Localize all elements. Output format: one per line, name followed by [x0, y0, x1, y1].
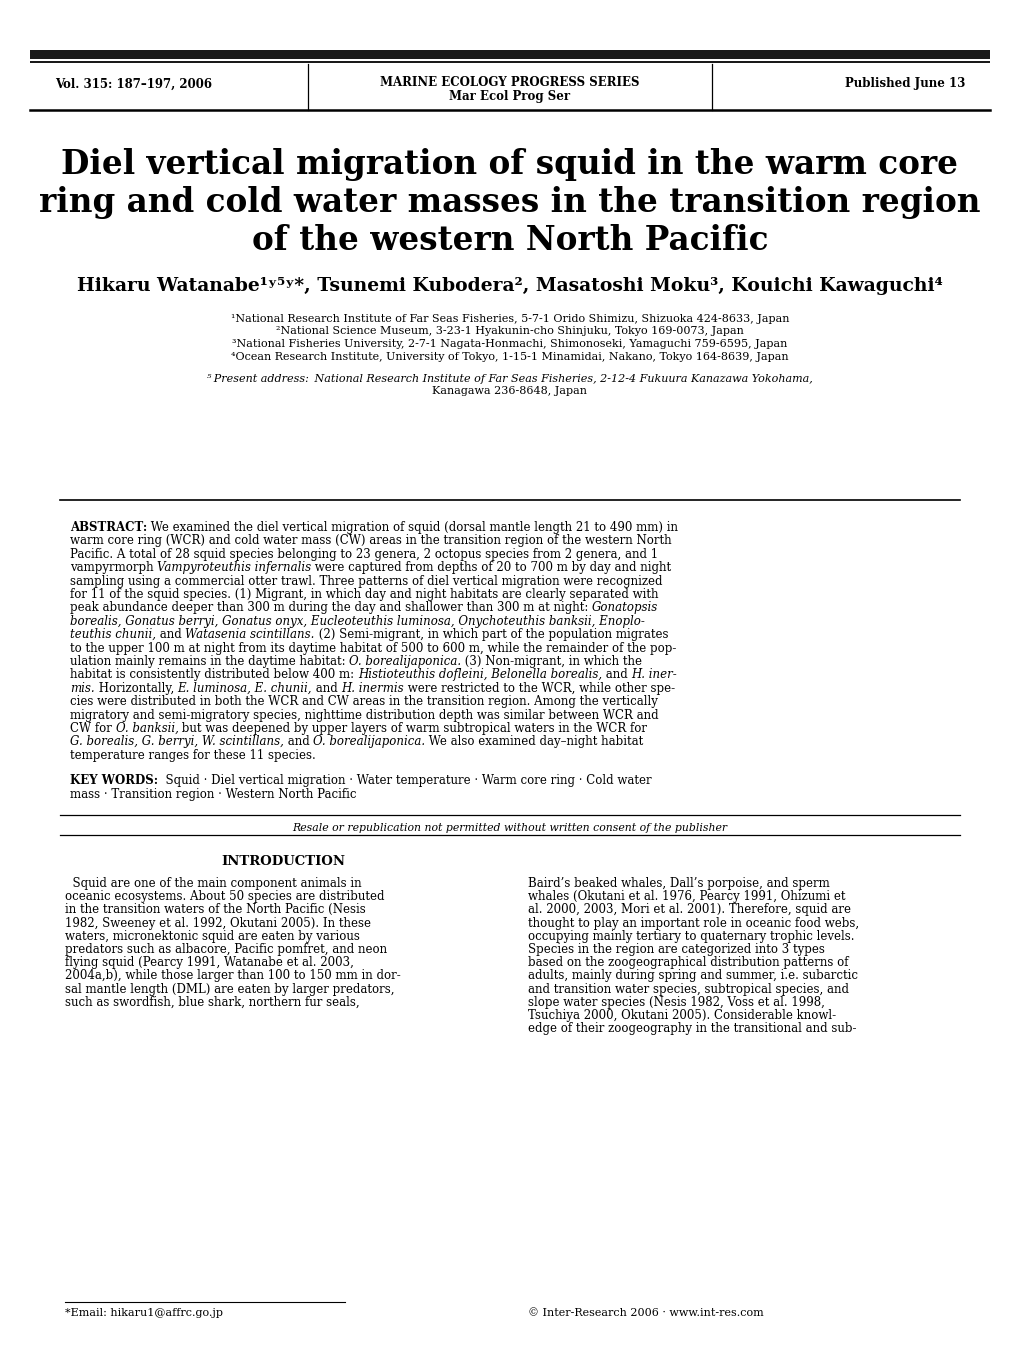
Bar: [30, 50, 989, 59]
Text: mis.: mis.: [70, 682, 95, 695]
Text: *Email: hikaru1@affrc.go.jp: *Email: hikaru1@affrc.go.jp: [65, 1307, 223, 1318]
Text: H. inermis: H. inermis: [341, 682, 404, 695]
Text: ABSTRACT:: ABSTRACT:: [70, 521, 147, 534]
Text: Histioteuthis dofleini, Belonella borealis,: Histioteuthis dofleini, Belonella boreal…: [358, 668, 601, 682]
Text: ring and cold water masses in the transition region: ring and cold water masses in the transi…: [39, 186, 980, 219]
Text: teuthis chunii,: teuthis chunii,: [70, 628, 156, 642]
Text: CW for: CW for: [70, 722, 115, 734]
Text: INTRODUCTION: INTRODUCTION: [221, 855, 345, 868]
Text: adults, mainly during spring and summer, i.e. subarctic: adults, mainly during spring and summer,…: [528, 970, 857, 982]
Text: to the upper 100 m at night from its daytime habitat of 500 to 600 m, while the : to the upper 100 m at night from its day…: [70, 642, 676, 655]
Text: mass · Transition region · Western North Pacific: mass · Transition region · Western North…: [70, 788, 357, 800]
Text: in the transition waters of the North Pacific (Nesis: in the transition waters of the North Pa…: [65, 904, 366, 916]
Text: We examined the diel vertical migration of squid (dorsal mantle length 21 to 490: We examined the diel vertical migration …: [147, 521, 678, 534]
Text: Diel vertical migration of squid in the warm core: Diel vertical migration of squid in the …: [61, 148, 958, 182]
Text: Hikaru Watanabe¹ʸ⁵ʸ*, Tsunemi Kubodera², Masatoshi Moku³, Kouichi Kawaguchi⁴: Hikaru Watanabe¹ʸ⁵ʸ*, Tsunemi Kubodera²,…: [77, 277, 942, 295]
Text: temperature ranges for these 11 species.: temperature ranges for these 11 species.: [70, 749, 316, 761]
Text: ¹National Research Institute of Far Seas Fisheries, 5-7-1 Orido Shimizu, Shizuok: ¹National Research Institute of Far Seas…: [230, 313, 789, 324]
Text: ulation mainly remains in the daytime habitat:: ulation mainly remains in the daytime ha…: [70, 655, 350, 668]
Text: sampling using a commercial otter trawl. Three patterns of diel vertical migrati: sampling using a commercial otter trawl.…: [70, 574, 662, 588]
Text: warm core ring (WCR) and cold water mass (CW) areas in the transition region of : warm core ring (WCR) and cold water mass…: [70, 534, 671, 547]
Text: We also examined day–night habitat: We also examined day–night habitat: [425, 736, 643, 748]
Text: and: and: [601, 668, 631, 682]
Text: Kanagawa 236-8648, Japan: Kanagawa 236-8648, Japan: [432, 386, 587, 397]
Text: O. borealijaponica.: O. borealijaponica.: [350, 655, 461, 668]
Text: sal mantle length (DML) are eaten by larger predators,: sal mantle length (DML) are eaten by lar…: [65, 983, 394, 995]
Text: Resale or republication not permitted without written consent of the publisher: Resale or republication not permitted wi…: [292, 823, 727, 833]
Text: Vol. 315: 187–197, 2006: Vol. 315: 187–197, 2006: [55, 78, 212, 90]
Text: ²National Science Museum, 3-23-1 Hyakunin-cho Shinjuku, Tokyo 169-0073, Japan: ²National Science Museum, 3-23-1 Hyakuni…: [276, 327, 743, 336]
Text: 2004a,b), while those larger than 100 to 150 mm in dor-: 2004a,b), while those larger than 100 to…: [65, 970, 400, 982]
Text: vampyrmorph: vampyrmorph: [70, 561, 157, 574]
Text: such as swordfish, blue shark, northern fur seals,: such as swordfish, blue shark, northern …: [65, 995, 360, 1009]
Text: © Inter-Research 2006 · www.int-res.com: © Inter-Research 2006 · www.int-res.com: [528, 1307, 763, 1318]
Text: O. borealijaponica.: O. borealijaponica.: [313, 736, 425, 748]
Text: waters, micronektonic squid are eaten by various: waters, micronektonic squid are eaten by…: [65, 929, 360, 943]
Text: Vampyroteuthis infernalis: Vampyroteuthis infernalis: [157, 561, 311, 574]
Text: ⁵ Present address: National Research Institute of Far Seas Fisheries, 2-12-4 Fuk: ⁵ Present address: National Research Ins…: [207, 374, 812, 385]
Text: Watasenia scintillans.: Watasenia scintillans.: [185, 628, 315, 642]
Text: Published June 13: Published June 13: [844, 78, 964, 90]
Text: (2) Semi-migrant, in which part of the population migrates: (2) Semi-migrant, in which part of the p…: [315, 628, 667, 642]
Text: Gonatopsis: Gonatopsis: [592, 601, 657, 615]
Text: migratory and semi-migratory species, nighttime distribution depth was similar b: migratory and semi-migratory species, ni…: [70, 709, 658, 722]
Text: Tsuchiya 2000, Okutani 2005). Considerable knowl-: Tsuchiya 2000, Okutani 2005). Considerab…: [528, 1009, 836, 1022]
Text: H. iner-: H. iner-: [631, 668, 677, 682]
Text: MARINE ECOLOGY PROGRESS SERIES: MARINE ECOLOGY PROGRESS SERIES: [380, 77, 639, 89]
Text: oceanic ecosystems. About 50 species are distributed: oceanic ecosystems. About 50 species are…: [65, 890, 384, 904]
Text: Squid are one of the main component animals in: Squid are one of the main component anim…: [65, 877, 362, 890]
Text: Pacific. A total of 28 squid species belonging to 23 genera, 2 octopus species f: Pacific. A total of 28 squid species bel…: [70, 547, 657, 561]
Text: borealis, Gonatus berryi, Gonatus onyx, Eucleoteuthis luminosa, Onychoteuthis ba: borealis, Gonatus berryi, Gonatus onyx, …: [70, 615, 644, 628]
Text: ⁴Ocean Research Institute, University of Tokyo, 1-15-1 Minamidai, Nakano, Tokyo : ⁴Ocean Research Institute, University of…: [231, 351, 788, 362]
Text: thought to play an important role in oceanic food webs,: thought to play an important role in oce…: [528, 916, 858, 929]
Text: and transition water species, subtropical species, and: and transition water species, subtropica…: [528, 983, 848, 995]
Text: Baird’s beaked whales, Dall’s porpoise, and sperm: Baird’s beaked whales, Dall’s porpoise, …: [528, 877, 828, 890]
Text: for 11 of the squid species. (1) Migrant, in which day and night habitats are cl: for 11 of the squid species. (1) Migrant…: [70, 588, 658, 601]
Text: flying squid (Pearcy 1991, Watanabe et al. 2003,: flying squid (Pearcy 1991, Watanabe et a…: [65, 956, 354, 970]
Text: edge of their zoogeography in the transitional and sub-: edge of their zoogeography in the transi…: [528, 1022, 856, 1036]
Text: whales (Okutani et al. 1976, Pearcy 1991, Ohizumi et: whales (Okutani et al. 1976, Pearcy 1991…: [528, 890, 845, 904]
Text: E. luminosa, E. chunii,: E. luminosa, E. chunii,: [177, 682, 312, 695]
Text: predators such as albacore, Pacific pomfret, and neon: predators such as albacore, Pacific pomf…: [65, 943, 387, 956]
Text: Squid · Diel vertical migration · Water temperature · Warm core ring · Cold wate: Squid · Diel vertical migration · Water …: [158, 775, 651, 787]
Text: occupying mainly tertiary to quaternary trophic levels.: occupying mainly tertiary to quaternary …: [528, 929, 854, 943]
Text: habitat is consistently distributed below 400 m:: habitat is consistently distributed belo…: [70, 668, 358, 682]
Text: cies were distributed in both the WCR and CW areas in the transition region. Amo: cies were distributed in both the WCR an…: [70, 695, 657, 709]
Text: of the western North Pacific: of the western North Pacific: [252, 225, 767, 257]
Text: based on the zoogeographical distribution patterns of: based on the zoogeographical distributio…: [528, 956, 848, 970]
Text: and: and: [283, 736, 313, 748]
Text: G. borealis, G. berryi, W. scintillans,: G. borealis, G. berryi, W. scintillans,: [70, 736, 283, 748]
Text: O. banksii,: O. banksii,: [115, 722, 178, 734]
Text: KEY WORDS:: KEY WORDS:: [70, 775, 158, 787]
Text: Horizontally,: Horizontally,: [95, 682, 177, 695]
Bar: [30, 61, 989, 63]
Text: Mar Ecol Prog Ser: Mar Ecol Prog Ser: [449, 90, 570, 104]
Text: and: and: [156, 628, 185, 642]
Text: peak abundance deeper than 300 m during the day and shallower than 300 m at nigh: peak abundance deeper than 300 m during …: [70, 601, 592, 615]
Text: (3) Non-migrant, in which the: (3) Non-migrant, in which the: [461, 655, 642, 668]
Text: slope water species (Nesis 1982, Voss et al. 1998,: slope water species (Nesis 1982, Voss et…: [528, 995, 824, 1009]
Text: 1982, Sweeney et al. 1992, Okutani 2005). In these: 1982, Sweeney et al. 1992, Okutani 2005)…: [65, 916, 371, 929]
Text: Species in the region are categorized into 3 types: Species in the region are categorized in…: [528, 943, 824, 956]
Text: were restricted to the WCR, while other spe-: were restricted to the WCR, while other …: [404, 682, 675, 695]
Text: al. 2000, 2003, Mori et al. 2001). Therefore, squid are: al. 2000, 2003, Mori et al. 2001). There…: [528, 904, 850, 916]
Text: were captured from depths of 20 to 700 m by day and night: were captured from depths of 20 to 700 m…: [311, 561, 671, 574]
Text: but was deepened by upper layers of warm subtropical waters in the WCR for: but was deepened by upper layers of warm…: [178, 722, 647, 734]
Text: ³National Fisheries University, 2-7-1 Nagata-Honmachi, Shimonoseki, Yamaguchi 75: ³National Fisheries University, 2-7-1 Na…: [232, 339, 787, 348]
Text: and: and: [312, 682, 341, 695]
